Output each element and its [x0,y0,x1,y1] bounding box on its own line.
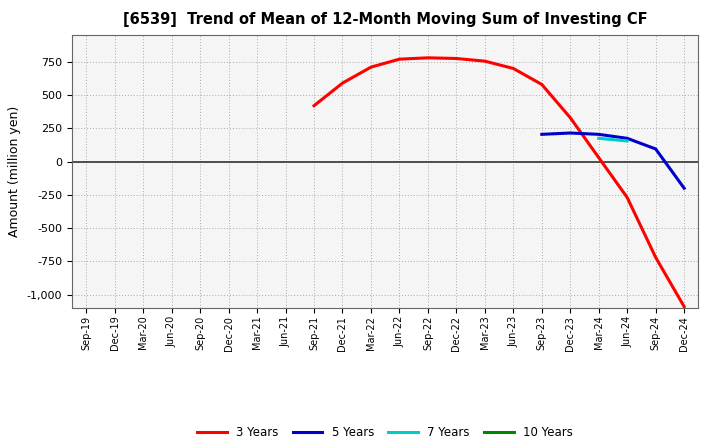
Legend: 3 Years, 5 Years, 7 Years, 10 Years: 3 Years, 5 Years, 7 Years, 10 Years [193,422,577,440]
Y-axis label: Amount (million yen): Amount (million yen) [8,106,21,237]
Title: [6539]  Trend of Mean of 12-Month Moving Sum of Investing CF: [6539] Trend of Mean of 12-Month Moving … [123,12,647,27]
